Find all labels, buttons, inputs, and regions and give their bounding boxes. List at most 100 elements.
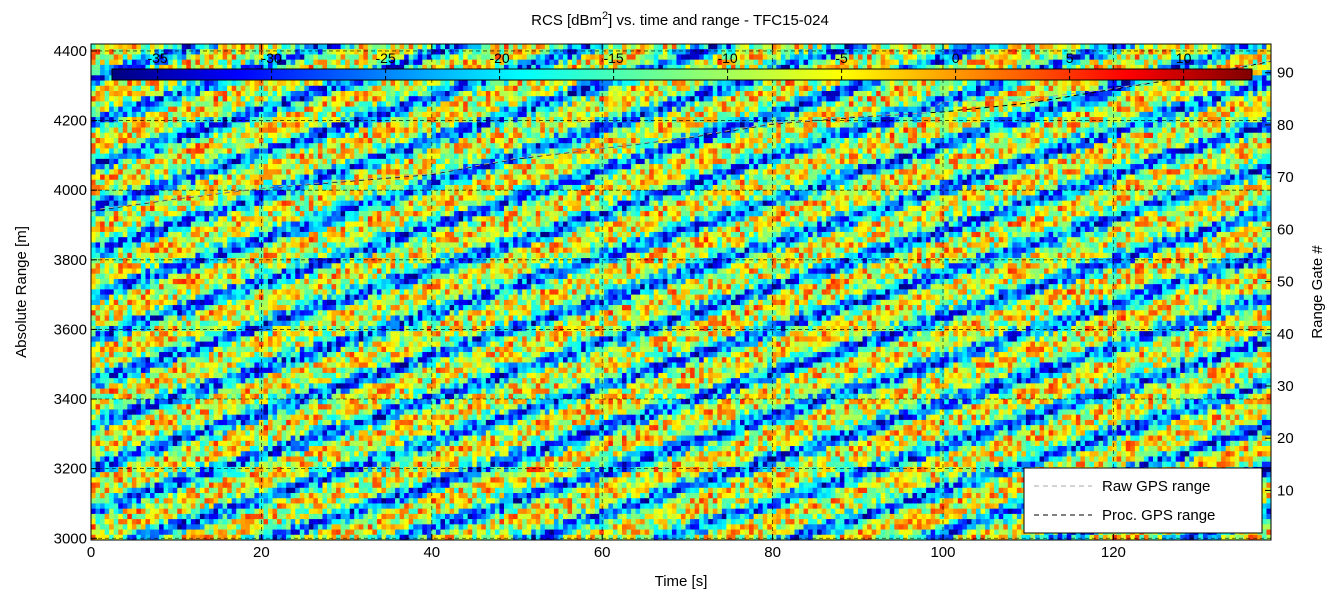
heatmap-cell bbox=[186, 106, 192, 113]
heatmap-cell bbox=[1248, 54, 1254, 61]
heatmap-cell bbox=[730, 101, 737, 108]
heatmap-cell bbox=[476, 44, 482, 50]
heatmap-cell bbox=[336, 122, 342, 129]
heatmap-cell bbox=[445, 44, 451, 50]
heatmap-cell bbox=[109, 132, 115, 139]
heatmap-cell bbox=[177, 117, 183, 123]
heatmap-cell bbox=[826, 59, 832, 66]
heatmap-cell bbox=[785, 90, 791, 97]
heatmap-cell bbox=[889, 59, 895, 66]
heatmap-cell bbox=[998, 85, 1004, 92]
heatmap-cell bbox=[599, 54, 605, 61]
heatmap-cell bbox=[1066, 117, 1072, 123]
heatmap-cell bbox=[1035, 49, 1041, 56]
heatmap-cell bbox=[976, 132, 982, 139]
heatmap-cell bbox=[758, 127, 764, 134]
heatmap-cell bbox=[794, 64, 800, 71]
heatmap-cell bbox=[544, 59, 550, 66]
heatmap-cell bbox=[690, 117, 696, 123]
heatmap-cell bbox=[1053, 85, 1059, 92]
heatmap-cell bbox=[658, 96, 664, 103]
heatmap-cell bbox=[1089, 132, 1095, 139]
heatmap-cell bbox=[971, 59, 977, 66]
heatmap-cell bbox=[136, 54, 142, 61]
heatmap-cell bbox=[227, 122, 233, 129]
heatmap-cell bbox=[735, 127, 741, 134]
heatmap-cell bbox=[681, 90, 687, 97]
heatmap-cell bbox=[1234, 111, 1240, 118]
heatmap-cell bbox=[295, 132, 301, 139]
heatmap-cell bbox=[948, 64, 954, 71]
heatmap-cell bbox=[485, 80, 491, 87]
heatmap-cell bbox=[1212, 85, 1218, 92]
heatmap-cell bbox=[1207, 127, 1213, 134]
heatmap-cell bbox=[231, 127, 237, 134]
heatmap-cell bbox=[590, 106, 596, 113]
heatmap-cell bbox=[721, 132, 727, 139]
heatmap-cell bbox=[140, 127, 147, 134]
heatmap-cell bbox=[258, 80, 265, 87]
heatmap-cell bbox=[921, 59, 927, 66]
heatmap-cell bbox=[1039, 49, 1045, 56]
heatmap-cell bbox=[930, 44, 936, 50]
heatmap-cell bbox=[1134, 49, 1140, 56]
heatmap-cell bbox=[236, 59, 242, 66]
heatmap-cell bbox=[880, 101, 886, 108]
heatmap-cell bbox=[1071, 64, 1077, 71]
heatmap-cell bbox=[122, 132, 128, 139]
heatmap-cell bbox=[753, 137, 759, 144]
heatmap-cell bbox=[889, 132, 895, 139]
heatmap-cell bbox=[880, 137, 886, 144]
heatmap-cell bbox=[1225, 59, 1231, 66]
heatmap-cell bbox=[272, 54, 278, 61]
heatmap-cell bbox=[122, 111, 128, 118]
heatmap-cell bbox=[826, 101, 832, 108]
heatmap-cell bbox=[1239, 137, 1245, 144]
heatmap-cell bbox=[1057, 122, 1063, 129]
heatmap-cell bbox=[127, 127, 133, 134]
heatmap-cell bbox=[1166, 80, 1172, 87]
heatmap-cell bbox=[485, 127, 491, 134]
heatmap-cell bbox=[749, 49, 755, 56]
heatmap-cell bbox=[703, 96, 709, 103]
heatmap-cell bbox=[122, 137, 128, 144]
heatmap-cell bbox=[1089, 137, 1095, 144]
heatmap-cell bbox=[1103, 64, 1109, 71]
heatmap-cell bbox=[976, 44, 982, 50]
heatmap-cell bbox=[944, 85, 950, 92]
heatmap-cell bbox=[1207, 132, 1213, 139]
heatmap-cell bbox=[1021, 64, 1027, 71]
heatmap-cell bbox=[848, 64, 855, 71]
heatmap-cell bbox=[1080, 80, 1086, 87]
heatmap-cell bbox=[227, 54, 233, 61]
heatmap-cell bbox=[662, 117, 668, 123]
heatmap-cell bbox=[1112, 54, 1118, 61]
heatmap-cell bbox=[1112, 106, 1118, 113]
heatmap-cell bbox=[458, 49, 464, 56]
heatmap-cell bbox=[1103, 49, 1109, 56]
heatmap-cell bbox=[848, 122, 855, 129]
heatmap-cell bbox=[789, 132, 796, 139]
heatmap-cell bbox=[122, 127, 128, 134]
heatmap-cell bbox=[780, 96, 786, 103]
heatmap-cell bbox=[671, 122, 678, 129]
heatmap-cell bbox=[703, 127, 709, 134]
heatmap-cell bbox=[1062, 122, 1068, 129]
heatmap-cell bbox=[1016, 59, 1022, 66]
heatmap-cell bbox=[426, 137, 432, 144]
heatmap-cell bbox=[1048, 106, 1054, 113]
heatmap-cell bbox=[1239, 122, 1245, 129]
heatmap-cell bbox=[789, 90, 796, 97]
heatmap-cell bbox=[962, 132, 968, 139]
heatmap-cell bbox=[531, 117, 537, 123]
heatmap-cell bbox=[576, 111, 582, 118]
heatmap-cell bbox=[1175, 54, 1181, 61]
heatmap-cell bbox=[109, 127, 115, 134]
heatmap-cell bbox=[240, 106, 246, 113]
heatmap-cell bbox=[363, 132, 369, 139]
heatmap-cell bbox=[508, 85, 514, 92]
heatmap-cell bbox=[131, 127, 137, 134]
heatmap-cell bbox=[572, 111, 578, 118]
heatmap-cell bbox=[880, 117, 886, 123]
heatmap-cell bbox=[317, 122, 324, 129]
